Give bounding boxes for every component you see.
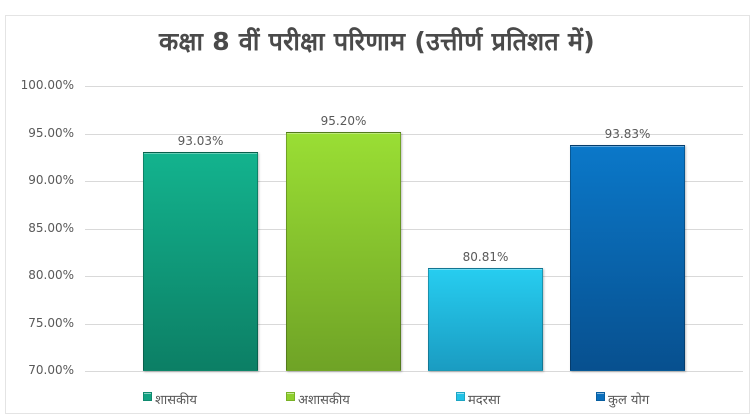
gridline [85, 229, 743, 230]
legend-item-madrasa: मदरसा [456, 390, 500, 408]
data-label-total: 93.83% [604, 127, 651, 141]
legend-item-total: कुल योग [596, 390, 649, 408]
chart-title: कक्षा 8 वीं परीक्षा परिणाम (उत्तीर्ण प्र… [159, 27, 595, 56]
gridline [85, 181, 743, 182]
legend-swatch-icon [456, 391, 465, 401]
y-axis-tick-label: 70.00% [28, 363, 74, 377]
legend-swatch-icon [143, 391, 152, 401]
data-label-government: 93.03% [177, 134, 224, 148]
legend-label: मदरसा [468, 393, 501, 408]
y-axis-tick-label: 100.00% [20, 78, 74, 92]
bar-total [570, 145, 685, 371]
y-axis-tick-label: 90.00% [28, 173, 74, 187]
gridline [85, 276, 743, 277]
y-axis-tick-label: 95.00% [28, 126, 74, 140]
gridline [85, 86, 743, 87]
data-label-private: 95.20% [320, 114, 367, 128]
gridline [85, 371, 743, 372]
legend-label: कुल योग [608, 393, 650, 408]
legend-label: अशासकीय [298, 393, 350, 408]
gridline [85, 134, 743, 135]
legend-swatch-icon [596, 391, 605, 401]
bar-madrasa [428, 268, 543, 371]
gridline [85, 324, 743, 325]
bar-private [286, 132, 401, 371]
legend-swatch-icon [286, 391, 295, 401]
y-axis-tick-label: 85.00% [28, 221, 74, 235]
legend-label: शासकीय [155, 393, 197, 408]
y-axis-tick-label: 75.00% [28, 316, 74, 330]
legend-item-government: शासकीय [143, 390, 197, 408]
legend-item-private: अशासकीय [286, 390, 350, 408]
bar-government [143, 152, 258, 371]
y-axis-tick-label: 80.00% [28, 268, 74, 282]
data-label-madrasa: 80.81% [462, 250, 509, 264]
